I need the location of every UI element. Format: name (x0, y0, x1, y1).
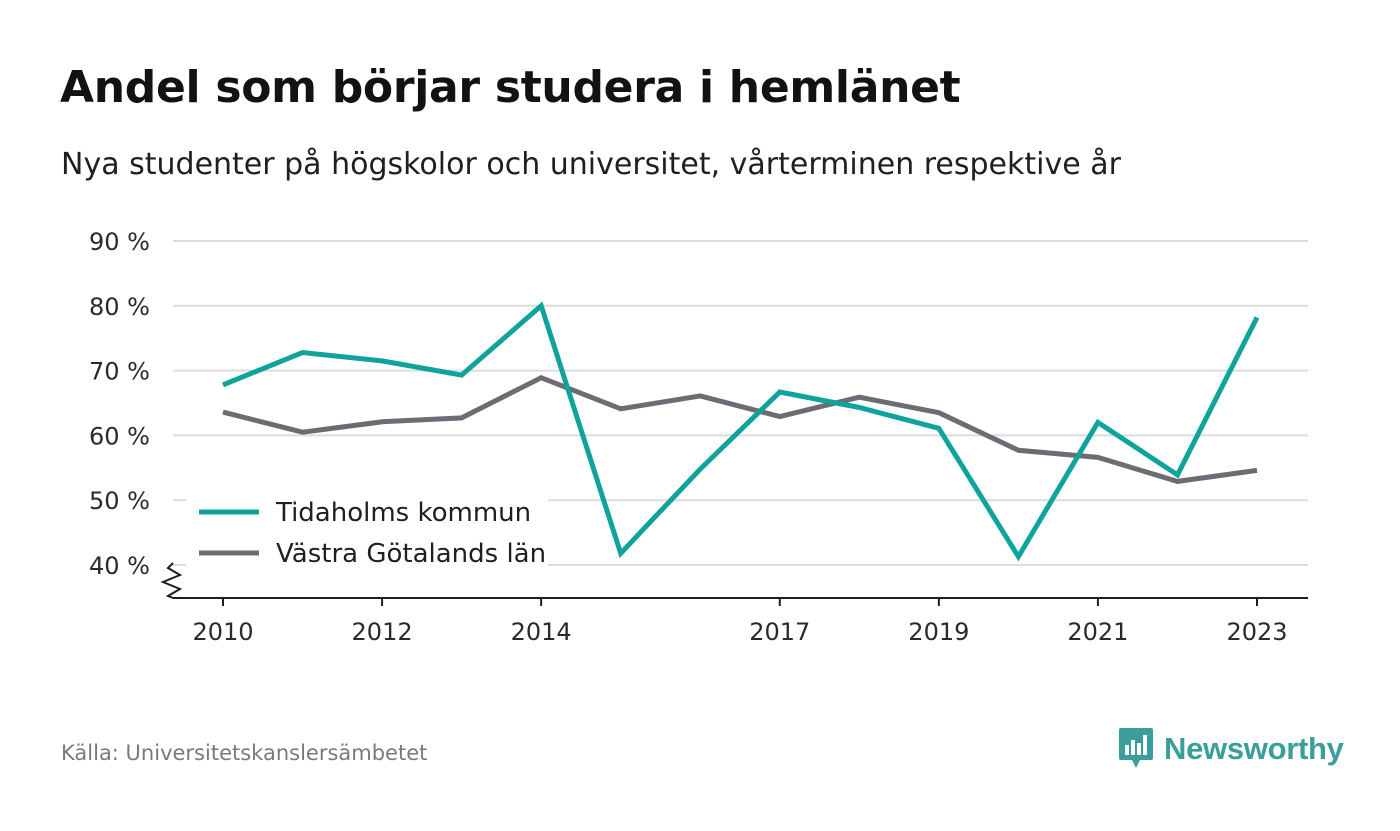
brand-name: Newsworthy (1164, 731, 1344, 766)
y-axis-break-marker (160, 562, 183, 599)
data-series (222, 301, 1260, 562)
y-tick-label: 80 % (89, 293, 150, 321)
x-tick-label: 2010 (192, 618, 253, 646)
x-tick-label: 2014 (511, 618, 572, 646)
y-tick-label: 70 % (89, 358, 150, 386)
x-tick-label: 2019 (908, 618, 969, 646)
y-tick-label: 50 % (89, 487, 150, 515)
y-tick-label: 40 % (89, 552, 150, 580)
chart-subtitle: Nya studenter på högskolor och universit… (61, 147, 1121, 182)
axes: 40 % 50 % 60 % 70 % 80 % 90 % 2010 2012 2014 2017… (89, 228, 1308, 646)
x-tick-label: 2017 (749, 618, 810, 646)
legend: Tidaholms kommun Västra Götalands län (186, 494, 548, 572)
series-line-tidaholm (222, 301, 1260, 562)
x-tick-label: 2021 (1067, 618, 1128, 646)
series-line-vastra-gotaland (222, 374, 1258, 484)
source-note: Källa: Universitetskanslersämbetet (61, 741, 428, 765)
legend-label: Västra Götalands län (276, 539, 546, 569)
x-tick-label: 2023 (1226, 618, 1287, 646)
brand-logo[interactable]: Newsworthy (1118, 727, 1344, 771)
legend-label: Tidaholms kommun (275, 498, 531, 528)
x-tick-label: 2012 (352, 618, 413, 646)
chart-title: Andel som börjar studera i hemlänet (60, 62, 961, 113)
y-tick-label: 90 % (89, 228, 150, 256)
legend-background (186, 494, 548, 572)
newsworthy-logo-icon (1119, 728, 1153, 768)
y-tick-label: 60 % (89, 422, 150, 450)
